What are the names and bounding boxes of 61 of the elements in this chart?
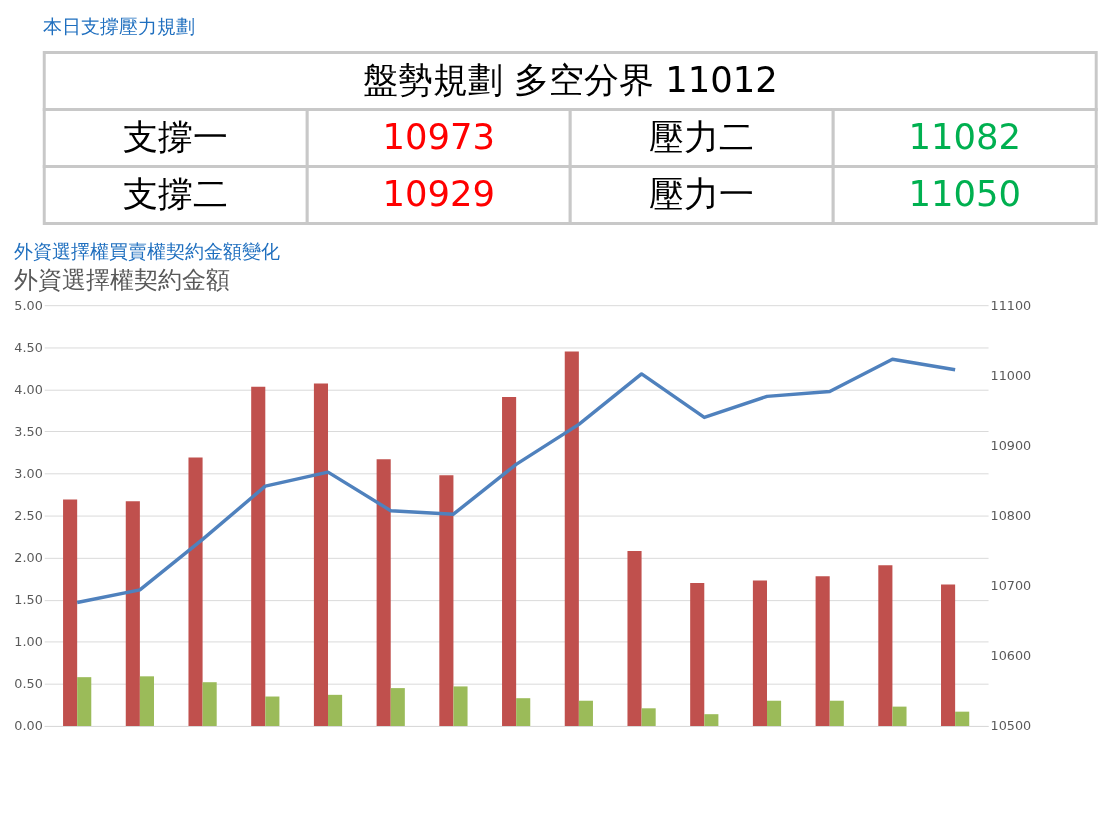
text: 本日支撐壓力規劃 <box>42 16 195 38</box>
y-tick-label: 2.50 <box>14 508 43 523</box>
y2-tick-label: 11000 <box>990 367 1032 383</box>
text: 10929 <box>382 172 495 214</box>
chart-subtitle: 外資選擇權契約金額 <box>13 266 230 295</box>
bar <box>251 386 266 726</box>
bar <box>878 565 893 726</box>
bar <box>328 694 343 726</box>
y-tick-label: 3.00 <box>14 465 43 481</box>
bar <box>641 708 656 726</box>
y2-tick-label: 10900 <box>990 437 1032 453</box>
bar <box>752 580 767 726</box>
bar <box>202 682 217 726</box>
y-tick-label: 0.50 <box>14 676 43 692</box>
bar <box>265 696 280 726</box>
bar <box>704 714 719 726</box>
bar <box>892 706 907 726</box>
y-tick-label: 1.00 <box>14 634 43 650</box>
y-tick-label: 4.00 <box>14 381 43 397</box>
y-tick-label: 4.50 <box>14 339 43 355</box>
text: 壓力一 <box>649 172 755 214</box>
bar <box>313 383 329 726</box>
text: 壓力二 <box>649 115 755 157</box>
bar <box>516 698 531 726</box>
bar <box>564 351 579 726</box>
y2-tick-label: 11100 <box>990 297 1032 313</box>
bar <box>188 457 203 726</box>
bar <box>941 584 956 726</box>
text: 支撐二 <box>123 172 229 214</box>
bar <box>453 686 468 726</box>
bar <box>390 688 405 726</box>
bar <box>955 711 970 726</box>
bar <box>63 499 78 726</box>
bar <box>627 550 642 726</box>
bar <box>77 677 92 726</box>
y-tick-label: 0.00 <box>14 718 43 734</box>
bar <box>578 700 593 726</box>
y-tick-label: 5.00 <box>14 297 43 313</box>
bar <box>690 582 705 726</box>
bar <box>815 576 830 726</box>
bar <box>439 475 454 726</box>
chart-title: 外資選擇權買賣權契約金額變化 <box>13 241 280 262</box>
y-tick-label: 3.50 <box>14 423 43 439</box>
line-series <box>75 357 957 605</box>
text: 支撐一 <box>123 115 229 157</box>
y-tick-label: 1.50 <box>14 592 43 608</box>
bar <box>139 676 154 726</box>
y2-tick-label: 10500 <box>990 718 1032 734</box>
bar <box>376 459 391 726</box>
y2-tick-label: 10800 <box>990 508 1032 523</box>
bar <box>829 700 844 726</box>
y2-tick-label: 10600 <box>990 648 1032 664</box>
text: 10973 <box>382 115 495 157</box>
bar <box>502 396 517 726</box>
y2-tick-label: 10700 <box>990 578 1032 594</box>
bar <box>125 501 140 726</box>
text: 盤勢規劃 多空分界 11012 <box>362 58 778 100</box>
text: 11082 <box>908 115 1021 157</box>
y-tick-label: 2.00 <box>14 550 43 566</box>
bar <box>767 700 782 726</box>
text: 11050 <box>908 172 1021 214</box>
